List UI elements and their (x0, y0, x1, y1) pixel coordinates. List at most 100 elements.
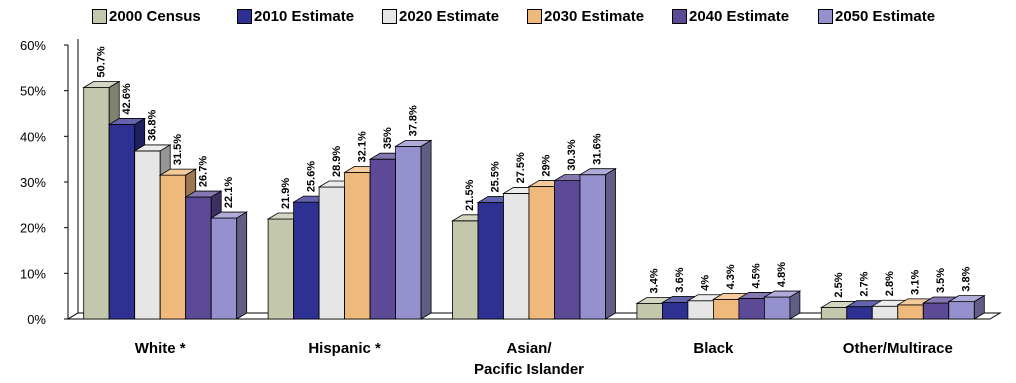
legend-label: 2030 Estimate (544, 7, 645, 25)
bar (947, 294, 986, 320)
bar-front (528, 186, 555, 320)
bar-front (293, 201, 320, 320)
data-label: 3.1% (910, 270, 922, 295)
legend-label: 2050 Estimate (835, 7, 936, 25)
category-label: White * (135, 340, 186, 357)
data-label: 3.4% (649, 268, 661, 293)
bar-front (948, 301, 975, 320)
bar-side (973, 294, 985, 320)
bar-front (579, 174, 606, 320)
bar-front (820, 307, 848, 320)
bar-front (369, 158, 397, 320)
data-label: 21.9% (280, 178, 292, 209)
data-label: 4.3% (725, 264, 737, 289)
data-label: 2.8% (884, 271, 896, 296)
bar-front (210, 217, 238, 320)
data-label: 2.5% (833, 272, 845, 297)
data-label: 25.5% (490, 161, 502, 192)
category-label: Hispanic * (308, 340, 381, 357)
bar-front (108, 124, 136, 320)
data-label: 32.1% (356, 131, 368, 162)
bar-front (922, 302, 950, 320)
category-label: Asian/ (506, 340, 552, 357)
y-tick-label: 40% (20, 129, 46, 144)
y-tick-label: 0% (27, 312, 46, 327)
bar-front (846, 306, 873, 320)
bar-front (687, 300, 714, 320)
bar-side (420, 139, 432, 320)
bar (578, 167, 617, 320)
data-label: 31.6% (592, 133, 604, 164)
data-label: 50.7% (95, 46, 107, 77)
data-label: 30.3% (566, 139, 578, 170)
legend-swatch (818, 8, 833, 24)
data-label: 3.6% (674, 267, 686, 292)
legend-item-2040-estimate: 2040 Estimate (672, 7, 789, 25)
y-tick-label: 10% (20, 266, 46, 281)
bar-front (897, 304, 924, 320)
data-label: 3.5% (935, 268, 947, 293)
category-label: Black (693, 340, 734, 357)
data-label: 29% (541, 154, 553, 176)
bar-front (159, 174, 187, 320)
data-label: 27.5% (515, 152, 527, 183)
bar-front (83, 87, 110, 320)
data-label: 25.6% (305, 161, 317, 192)
bar-front (738, 298, 765, 320)
bar-front (503, 193, 530, 320)
data-label: 21.5% (464, 179, 476, 210)
data-label: 3.8% (961, 266, 973, 291)
data-label: 31.5% (172, 134, 184, 165)
data-label: 4.5% (751, 263, 763, 288)
bar-front (662, 302, 689, 320)
bar-front (452, 220, 479, 320)
data-label: 4% (700, 275, 712, 291)
data-label: 35% (382, 127, 394, 149)
bar-front (636, 303, 663, 320)
legend-swatch (237, 8, 252, 24)
legend-item-2010-estimate: 2010 Estimate (237, 7, 354, 25)
bar-front (318, 186, 346, 320)
bar-front (344, 172, 371, 320)
bar-front (554, 180, 581, 320)
y-tick-label: 50% (20, 84, 46, 99)
y-axis-line (67, 39, 79, 320)
bar-front (713, 298, 740, 320)
bar-side (605, 167, 616, 320)
bar-front (764, 296, 791, 320)
legend-item-2020-estimate: 2020 Estimate (382, 7, 499, 25)
legend-label: 2040 Estimate (689, 7, 790, 25)
bar-side (236, 211, 248, 320)
bar (394, 139, 433, 320)
category-label: Other/Multirace (843, 340, 953, 357)
legend-item-2000-census: 2000 Census (92, 7, 201, 25)
legend-swatch (672, 8, 687, 24)
data-label: 28.9% (331, 146, 343, 177)
legend-label: 2000 Census (109, 7, 201, 25)
data-label: 26.7% (197, 156, 209, 187)
bar-front (477, 202, 504, 320)
y-tick-label: 30% (20, 175, 46, 190)
y-tick-label: 60% (20, 38, 46, 53)
data-label: 42.6% (121, 83, 133, 114)
bar-front (134, 150, 161, 320)
data-label: 22.1% (223, 177, 235, 208)
legend-item-2030-estimate: 2030 Estimate (527, 7, 644, 25)
bar (209, 211, 249, 320)
category-label: Pacific Islander (474, 361, 584, 378)
chart-legend: 2000 Census 2010 Estimate 2020 Estimate … (0, 0, 1016, 30)
bar (762, 290, 802, 320)
bar-front (871, 305, 899, 320)
legend-swatch (382, 8, 397, 24)
legend-swatch (527, 8, 542, 24)
data-label: 2.7% (859, 271, 871, 296)
legend-swatch (92, 8, 107, 24)
legend-item-2050-estimate: 2050 Estimate (818, 7, 935, 25)
legend-label: 2020 Estimate (399, 7, 500, 25)
bar-front (185, 196, 212, 320)
data-label: 37.8% (407, 105, 419, 136)
bar-front (267, 218, 295, 320)
bar-side (789, 290, 801, 320)
bar-front (395, 145, 422, 320)
